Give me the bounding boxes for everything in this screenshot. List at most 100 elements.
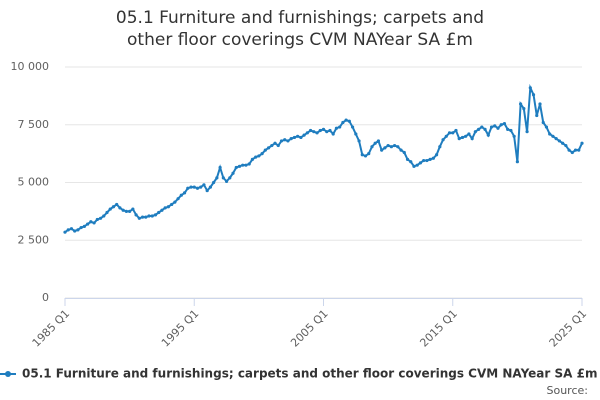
data-point xyxy=(570,150,574,155)
data-point xyxy=(370,145,374,149)
data-point xyxy=(270,143,274,148)
data-point xyxy=(376,139,381,143)
data-point xyxy=(444,134,448,138)
data-point xyxy=(334,126,339,130)
data-point xyxy=(302,133,306,137)
data-point xyxy=(557,139,561,143)
data-point xyxy=(548,132,552,136)
data-point xyxy=(551,134,555,138)
data-point xyxy=(215,176,219,180)
data-point xyxy=(367,152,371,156)
data-point xyxy=(399,148,403,152)
data-point xyxy=(218,165,222,170)
data-point xyxy=(163,206,167,210)
data-point xyxy=(438,145,442,149)
data-point xyxy=(224,179,229,183)
data-point xyxy=(412,164,416,168)
data-point xyxy=(286,139,290,143)
data-point xyxy=(350,125,355,129)
data-point xyxy=(105,210,109,215)
data-point xyxy=(464,134,468,138)
data-point xyxy=(212,180,216,185)
data-point xyxy=(266,146,271,150)
title-line: other floor coverings CVM NAYear SA £m xyxy=(127,30,473,50)
data-point xyxy=(192,185,196,189)
data-point xyxy=(299,135,303,140)
data-point xyxy=(321,127,326,131)
data-point xyxy=(454,128,458,133)
data-point xyxy=(328,128,332,133)
data-point xyxy=(396,145,400,149)
data-point xyxy=(69,227,74,231)
x-tick-label: 1985 Q1 xyxy=(30,307,73,350)
data-point xyxy=(480,125,484,129)
data-point xyxy=(470,137,474,141)
data-point xyxy=(308,128,313,133)
data-point xyxy=(318,128,322,133)
data-point xyxy=(477,127,481,131)
data-point xyxy=(102,214,106,218)
data-point xyxy=(186,186,190,190)
data-point xyxy=(199,185,203,189)
data-point xyxy=(170,202,174,207)
data-point xyxy=(121,208,125,212)
x-tick-label: 2005 Q1 xyxy=(288,307,331,350)
legend-label: 05.1 Furniture and furnishings; carpets … xyxy=(22,367,597,381)
data-point xyxy=(447,131,452,135)
data-point xyxy=(221,176,225,180)
data-point xyxy=(512,134,516,138)
data-point xyxy=(373,141,377,145)
data-point xyxy=(95,217,99,222)
data-point xyxy=(305,131,309,135)
data-point xyxy=(402,150,406,155)
data-point xyxy=(519,102,523,106)
data-point xyxy=(292,135,297,140)
legend-marker xyxy=(5,371,11,377)
chart-title: 05.1 Furniture and furnishings; carpets … xyxy=(116,8,484,50)
data-point xyxy=(525,130,529,134)
data-point xyxy=(441,138,445,142)
data-point xyxy=(63,230,67,234)
data-point xyxy=(564,143,568,148)
y-tick-label: 7 500 xyxy=(18,118,50,131)
data-point xyxy=(338,125,342,129)
data-point xyxy=(247,162,251,166)
data-point xyxy=(499,123,503,127)
data-point xyxy=(173,200,177,204)
data-point xyxy=(189,185,193,189)
data-point xyxy=(89,220,93,224)
y-tick-label: 2 500 xyxy=(18,233,50,246)
data-point xyxy=(418,161,423,165)
data-point xyxy=(202,183,206,187)
data-point xyxy=(544,125,549,129)
data-point xyxy=(451,131,455,135)
data-point xyxy=(228,176,232,180)
x-tick-label: 2025 Q1 xyxy=(547,307,590,350)
data-point xyxy=(354,132,358,136)
data-point xyxy=(296,134,300,138)
data-point xyxy=(231,171,235,175)
data-point xyxy=(153,213,158,217)
data-point xyxy=(76,228,80,232)
data-point xyxy=(541,120,545,125)
data-point xyxy=(115,202,119,207)
source: Source: xyxy=(547,384,589,397)
data-point xyxy=(483,127,487,131)
data-point xyxy=(150,214,154,218)
x-tick-label: 2015 Q1 xyxy=(417,307,460,350)
data-point xyxy=(580,141,584,145)
data-point xyxy=(389,145,393,149)
data-point xyxy=(144,215,148,219)
data-point xyxy=(250,157,255,161)
data-point xyxy=(92,221,96,225)
data-point xyxy=(140,215,145,219)
data-point xyxy=(467,132,471,136)
data-point xyxy=(260,152,264,156)
data-point xyxy=(128,209,132,213)
data-point xyxy=(386,143,390,148)
data-point xyxy=(205,188,209,193)
data-point xyxy=(315,131,319,135)
data-point xyxy=(347,119,351,123)
data-point xyxy=(279,139,284,143)
